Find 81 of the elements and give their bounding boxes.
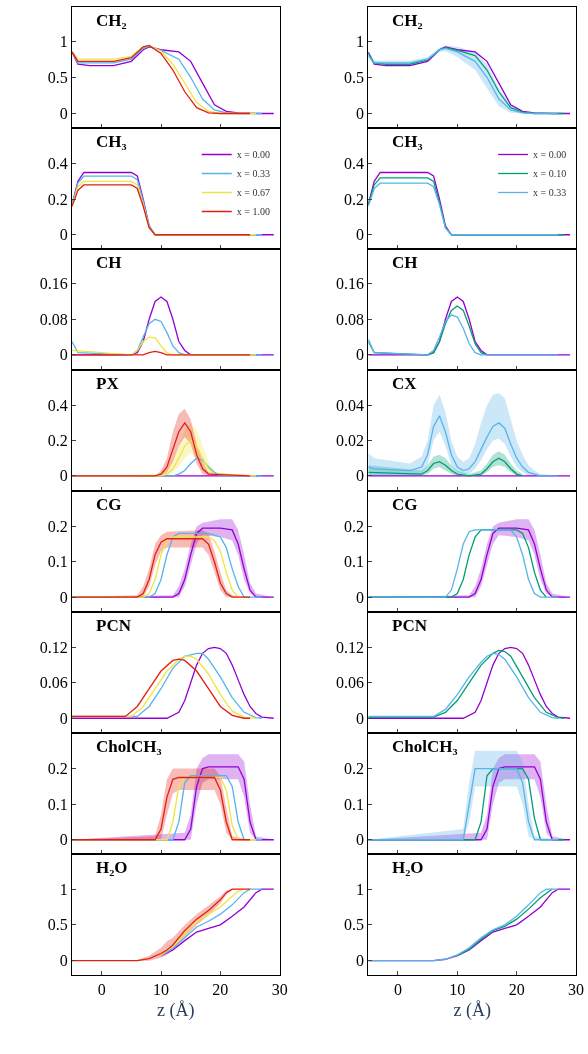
y-tick-label: 0 bbox=[356, 831, 365, 849]
y-tick-label: 0 bbox=[356, 709, 365, 727]
legend-label: x = 0.00 bbox=[533, 149, 567, 161]
x-tick-label: 10 bbox=[449, 981, 466, 999]
chart-title: CX bbox=[392, 374, 418, 393]
y-tick-label: 0.06 bbox=[336, 674, 365, 692]
y-tick-label: 0 bbox=[59, 709, 68, 727]
chart-title: CH₂ bbox=[392, 11, 423, 30]
y-tick-label: 1 bbox=[59, 880, 68, 898]
y-tick-label: 0.16 bbox=[39, 275, 68, 293]
chart-title: CH₂ bbox=[96, 11, 127, 30]
chart-title: CG bbox=[392, 495, 418, 514]
legend-label: x = 1.00 bbox=[236, 206, 270, 218]
chart-title: H₂O bbox=[392, 858, 424, 877]
chart-title: PCN bbox=[392, 616, 428, 635]
y-tick-label: 0.16 bbox=[336, 275, 365, 293]
y-tick-label: 0 bbox=[59, 226, 68, 244]
y-tick-label: 0.2 bbox=[47, 517, 68, 535]
y-tick-label: 0.5 bbox=[47, 68, 68, 86]
y-tick-label: 0 bbox=[59, 588, 68, 606]
y-tick-label: 0.5 bbox=[344, 68, 365, 86]
chart-title: CholCH₃ bbox=[392, 737, 458, 756]
y-tick-label: 0.2 bbox=[344, 190, 365, 208]
y-tick-label: 0 bbox=[59, 467, 68, 485]
chart-title: PX bbox=[96, 374, 120, 393]
y-tick-label: 0.4 bbox=[344, 155, 365, 173]
x-tick-label: 10 bbox=[153, 981, 170, 999]
y-tick-label: 0 bbox=[59, 346, 68, 364]
legend-label: x = 0.33 bbox=[236, 168, 270, 180]
y-tick-label: 0.02 bbox=[336, 432, 365, 450]
chart-title: H₂O bbox=[96, 858, 128, 877]
y-tick-label: 0 bbox=[59, 952, 68, 970]
y-tick-label: 0.2 bbox=[344, 517, 365, 535]
y-tick-label: 0.2 bbox=[47, 760, 68, 778]
y-tick-label: 0 bbox=[356, 467, 365, 485]
y-tick-label: 0.4 bbox=[47, 396, 68, 414]
y-tick-label: 0 bbox=[356, 952, 365, 970]
chart-title: CG bbox=[96, 495, 122, 514]
chart-title: CH₃ bbox=[392, 132, 423, 151]
x-tick-label: 30 bbox=[271, 981, 288, 999]
y-tick-label: 0.2 bbox=[344, 760, 365, 778]
legend-label: x = 0.67 bbox=[236, 187, 270, 199]
y-tick-label: 0.08 bbox=[39, 310, 68, 328]
x-axis-title: z (Å) bbox=[157, 1000, 195, 1022]
y-tick-label: 1 bbox=[59, 32, 68, 50]
y-tick-label: 0 bbox=[356, 588, 365, 606]
y-tick-label: 0 bbox=[356, 105, 365, 123]
y-tick-label: 0.12 bbox=[336, 639, 365, 657]
y-tick-label: 0.5 bbox=[344, 916, 365, 934]
y-tick-label: 0.1 bbox=[47, 795, 68, 813]
y-tick-label: 1 bbox=[356, 32, 365, 50]
y-tick-label: 1 bbox=[356, 880, 365, 898]
y-tick-label: 0 bbox=[356, 226, 365, 244]
y-tick-label: 0.5 bbox=[47, 916, 68, 934]
legend-label: x = 0.00 bbox=[236, 149, 270, 161]
y-tick-label: 0.2 bbox=[47, 190, 68, 208]
y-tick-label: 0 bbox=[356, 346, 365, 364]
y-tick-label: 0.1 bbox=[344, 553, 365, 571]
y-tick-label: 0.2 bbox=[47, 432, 68, 450]
y-tick-label: 0 bbox=[59, 105, 68, 123]
y-tick-label: 0.08 bbox=[336, 310, 365, 328]
x-tick-label: 30 bbox=[568, 981, 584, 999]
y-tick-label: 0.1 bbox=[47, 553, 68, 571]
chart-title: CH bbox=[392, 253, 418, 272]
x-tick-label: 0 bbox=[97, 981, 106, 999]
x-axis-title: z (Å) bbox=[453, 1000, 491, 1022]
y-tick-label: 0.06 bbox=[39, 674, 68, 692]
x-tick-label: 20 bbox=[212, 981, 229, 999]
y-tick-label: 0.1 bbox=[344, 795, 365, 813]
legend-label: x = 0.10 bbox=[533, 168, 567, 180]
chart-title: PCN bbox=[96, 616, 132, 635]
chart-title: CholCH₃ bbox=[96, 737, 162, 756]
chart-title: CH₃ bbox=[96, 132, 127, 151]
y-tick-label: 0.4 bbox=[47, 155, 68, 173]
x-tick-label: 20 bbox=[508, 981, 525, 999]
y-tick-label: 0.04 bbox=[336, 396, 365, 414]
y-tick-label: 0 bbox=[59, 831, 68, 849]
chart-title: CH bbox=[96, 253, 122, 272]
legend-label: x = 0.33 bbox=[533, 187, 567, 199]
y-tick-label: 0.12 bbox=[39, 639, 68, 657]
x-tick-label: 0 bbox=[393, 981, 402, 999]
